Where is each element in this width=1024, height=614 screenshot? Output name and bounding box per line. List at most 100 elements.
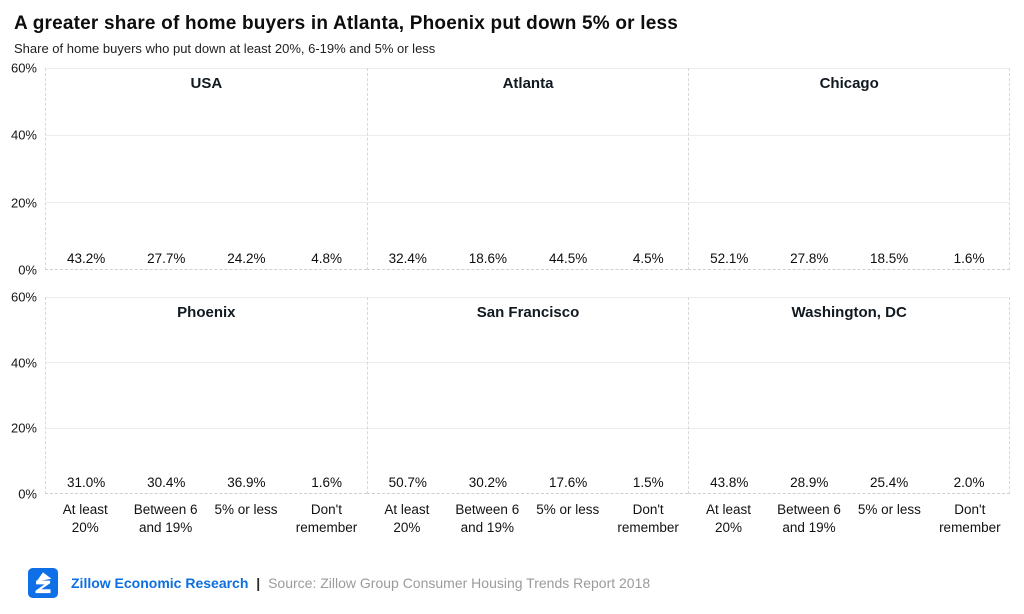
panel-san-francisco: San Francisco 50.7% 30.2% 17.6% 1.5% At least… [366,297,689,537]
gridline [367,134,689,136]
zillow-logo [28,568,58,599]
panel-usa: USA 43.2% 27.7% 24.2% 4.8% [45,68,367,270]
gridline [367,297,689,298]
plot-area: San Francisco 50.7% 30.2% 17.6% 1.5% [366,297,689,494]
bar-group: 18.6% [448,251,528,269]
gridline [689,201,1010,203]
bar-group: 44.5% [528,251,608,269]
gridline [367,201,689,203]
category-label: At least 20% [706,502,752,536]
category-label: 5% or less [536,502,600,517]
panel-title: USA [190,75,223,92]
bar-group: 31.0% [46,475,126,493]
chart-header: A greater share of home buyers in Atlant… [0,0,1024,62]
category-label: Between 6 and 19% [777,502,841,536]
y-axis: 60% 40% 20% 0% [0,61,45,278]
bar-value-label: 24.2% [227,251,266,266]
gridline [46,134,367,136]
category-label: Between 6 and 19% [133,502,198,536]
bar-group: 30.4% [126,475,206,493]
panel-chicago: Chicago 52.1% 27.8% 18.5% 1.6% [688,68,1011,270]
bar-value-label: 18.6% [468,251,508,266]
category-label: At least 20% [62,502,108,536]
bar-group: 17.6% [528,475,608,493]
panel-title: Washington, DC [791,304,907,321]
bar-value-label: 36.9% [227,475,266,490]
bars-container: 31.0% 30.4% 36.9% 1.6% [46,297,367,493]
bars-container: 43.8% 28.9% 25.4% 2.0% [689,297,1009,493]
bar-group: 32.4% [368,251,448,269]
chart-row-top: 60% 40% 20% 0% USA 43.2% 27.7% 24.2% 4.8% Atlant… [0,61,1011,278]
bars-container: 52.1% 27.8% 18.5% 1.6% [689,68,1009,269]
bar-group: 24.2% [206,251,286,269]
gridline [46,68,367,69]
y-tick-label: 20% [10,420,37,436]
bar-group: 1.6% [929,251,1009,269]
gridline [689,297,1010,298]
bar-value-label: 30.2% [468,475,508,490]
gridline [689,362,1010,364]
source-label: Source: Zillow Group Consumer Housing Tr… [268,575,651,592]
gridline [367,427,689,429]
category-label: Don't remember [617,502,679,536]
bar-value-label: 31.0% [66,475,106,490]
bar-value-label: 25.4% [870,475,909,490]
category-label: Between 6 and 19% [455,502,520,536]
footer-text: Zillow Economic Research | Source: Zillo… [71,575,650,591]
bar-value-label: 43.2% [66,251,106,266]
category-label: 5% or less [214,502,278,517]
bar-group: 1.5% [608,475,688,493]
y-tick-label: 40% [10,127,37,143]
bars-container: 43.2% 27.7% 24.2% 4.8% [46,68,367,269]
panel-title: San Francisco [476,304,580,321]
y-tick-label: 60% [10,60,37,76]
bar-group: 28.9% [769,475,849,493]
gridline [689,134,1010,136]
bar-value-label: 1.6% [311,475,342,490]
bars-container: 32.4% 18.6% 44.5% 4.5% [368,68,689,269]
bar-group: 50.7% [368,475,448,493]
y-axis: 60% 40% 20% 0% [0,290,45,502]
bar-value-label: 27.7% [147,251,186,266]
bar-value-label: 52.1% [710,251,749,266]
bar-group: 43.8% [689,475,769,493]
panel-title: Atlanta [502,75,554,92]
bar-value-label: 17.6% [548,475,588,490]
panel-title: Phoenix [177,304,236,321]
footer-separator: | [256,575,261,592]
panel-washington-dc: Washington, DC 43.8% 28.9% 25.4% 2.0% At leas… [688,297,1011,537]
y-tick-label: 40% [10,355,37,371]
bar-value-label: 1.5% [632,475,664,490]
small-multiples-bar-chart: 60% 40% 20% 0% USA 43.2% 27.7% 24.2% 4.8% Atlant… [0,61,1011,537]
gridline [367,68,689,69]
y-tick-label: 0% [18,486,37,502]
bar-group: 43.2% [46,251,126,269]
bar-group: 30.2% [448,475,528,493]
plot-area: Washington, DC 43.8% 28.9% 25.4% 2.0% [688,297,1011,494]
bars-container: 50.7% 30.2% 17.6% 1.5% [368,297,689,493]
bar-value-label: 18.5% [870,251,909,266]
bar-value-label: 1.6% [953,251,985,266]
plot-area: Atlanta 32.4% 18.6% 44.5% 4.5% [366,68,689,270]
page-title: A greater share of home buyers in Atlant… [14,13,679,34]
gridline [46,427,367,429]
chart-footer: Zillow Economic Research | Source: Zillo… [28,568,1024,599]
gridline [689,427,1010,429]
category-label: At least 20% [384,502,430,536]
bar-group: 36.9% [206,475,286,493]
gridline [46,201,367,203]
bar-value-label: 27.8% [790,251,829,266]
category-labels: At least 20% Between 6 and 19% 5% or less Don… [688,501,1010,537]
plot-area: USA 43.2% 27.7% 24.2% 4.8% [45,68,367,270]
bar-value-label: 32.4% [388,251,427,266]
plot-area: Phoenix 31.0% 30.4% 36.9% 1.6% [45,297,367,494]
gridline [46,297,367,298]
bar-group: 1.6% [287,475,367,493]
category-labels: At least 20% Between 6 and 19% 5% or less Don… [45,501,367,537]
y-tick-label: 20% [10,195,37,211]
bar-value-label: 28.9% [790,475,829,490]
brand-label: Zillow Economic Research [71,575,249,592]
plot-area: Chicago 52.1% 27.8% 18.5% 1.6% [688,68,1011,270]
bar-group: 4.8% [287,251,367,269]
y-tick-label: 0% [18,262,37,278]
